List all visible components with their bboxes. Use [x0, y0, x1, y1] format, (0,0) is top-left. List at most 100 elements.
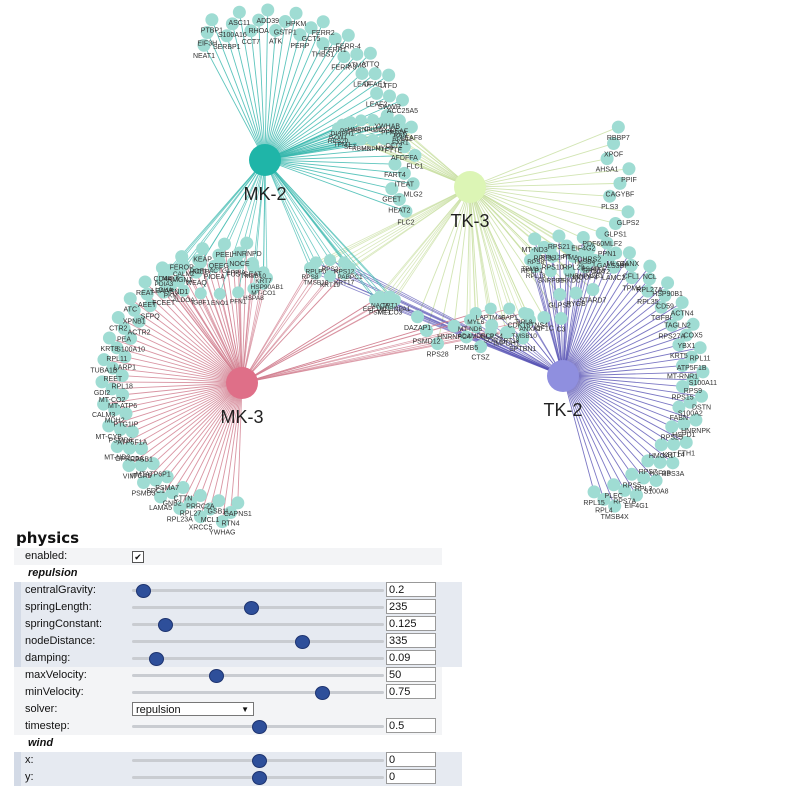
shared-gene-node[interactable]	[338, 256, 351, 269]
gene-node[interactable]	[125, 425, 139, 439]
shared-gene-node[interactable]	[378, 115, 391, 128]
gene-node[interactable]	[293, 28, 307, 42]
nodeDistance-slider[interactable]	[132, 635, 384, 649]
gene-node[interactable]	[328, 32, 342, 46]
gene-node[interactable]	[629, 488, 643, 502]
timestep-slider-thumb[interactable]	[252, 720, 267, 734]
shared-gene-node[interactable]	[355, 133, 368, 146]
shared-gene-node[interactable]	[232, 286, 245, 299]
springLength-slider-thumb[interactable]	[244, 601, 260, 615]
gene-node[interactable]	[607, 478, 621, 492]
gene-node[interactable]	[603, 189, 617, 203]
gene-node[interactable]	[355, 66, 369, 80]
gene-node[interactable]	[193, 489, 207, 503]
shared-gene-node[interactable]	[257, 266, 270, 279]
shared-gene-node[interactable]	[366, 133, 379, 146]
damping-slider-thumb[interactable]	[148, 652, 164, 666]
gene-node[interactable]	[637, 471, 651, 485]
shared-gene-node[interactable]	[374, 290, 386, 303]
gene-node[interactable]	[406, 177, 420, 191]
springConstant-value-input[interactable]: 0.125	[386, 616, 436, 631]
gene-node[interactable]	[672, 400, 686, 414]
gene-node[interactable]	[215, 515, 229, 529]
gene-node[interactable]	[110, 440, 124, 454]
gene-node[interactable]	[686, 317, 700, 331]
springLength-slider[interactable]	[132, 601, 384, 615]
nodeDistance-value-input[interactable]: 335	[386, 633, 436, 648]
timestep-slider[interactable]	[132, 720, 384, 734]
gene-node[interactable]	[183, 495, 197, 509]
gene-node[interactable]	[385, 182, 399, 196]
shared-gene-node[interactable]	[355, 114, 368, 127]
gene-node[interactable]	[388, 157, 402, 171]
gene-node[interactable]	[654, 300, 668, 314]
wind-x-slider[interactable]	[132, 754, 384, 768]
gene-node[interactable]	[118, 350, 132, 364]
gene-node[interactable]	[676, 379, 690, 393]
enabled-checkbox[interactable]: ✔	[132, 551, 144, 563]
shared-gene-node[interactable]	[177, 259, 190, 272]
gene-node[interactable]	[641, 284, 655, 298]
hub-node-mk3[interactable]	[226, 367, 258, 399]
maxVelocity-slider-thumb[interactable]	[209, 669, 225, 683]
maxVelocity-value-input[interactable]: 50	[386, 667, 436, 682]
gene-node[interactable]	[261, 3, 275, 17]
centralGravity-value-input[interactable]: 0.2	[386, 582, 436, 597]
gene-node[interactable]	[143, 299, 157, 313]
gene-node[interactable]	[132, 314, 146, 328]
gene-node[interactable]	[625, 271, 639, 285]
gene-node[interactable]	[108, 402, 122, 416]
shared-gene-node[interactable]	[484, 302, 497, 315]
springConstant-slider-thumb[interactable]	[157, 618, 173, 632]
gene-node[interactable]	[608, 216, 622, 230]
gene-node[interactable]	[683, 395, 697, 409]
damping-slider[interactable]	[132, 652, 384, 666]
gene-node[interactable]	[110, 341, 124, 355]
gene-node[interactable]	[146, 457, 160, 471]
timestep-value-input[interactable]: 0.5	[386, 718, 436, 733]
gene-node[interactable]	[289, 6, 303, 20]
gene-node[interactable]	[537, 311, 551, 325]
damping-value-input[interactable]: 0.09	[386, 650, 436, 665]
gene-node[interactable]	[397, 140, 411, 154]
gene-node[interactable]	[225, 17, 239, 31]
wind-x-slider-thumb[interactable]	[252, 754, 267, 768]
shared-gene-node[interactable]	[384, 290, 396, 303]
gene-node[interactable]	[420, 324, 434, 338]
wind-x-value-input[interactable]: 0	[386, 752, 436, 767]
gene-node[interactable]	[115, 369, 129, 383]
gene-node[interactable]	[176, 480, 190, 494]
gene-node[interactable]	[597, 492, 611, 506]
gene-node[interactable]	[625, 467, 639, 481]
gene-node[interactable]	[399, 204, 413, 218]
gene-node[interactable]	[196, 242, 210, 256]
gene-node[interactable]	[122, 441, 136, 455]
gene-node[interactable]	[672, 338, 686, 352]
gene-node[interactable]	[97, 397, 111, 411]
minVelocity-slider-thumb[interactable]	[315, 686, 330, 700]
gene-node[interactable]	[316, 15, 330, 29]
gene-node[interactable]	[586, 283, 600, 297]
gene-node[interactable]	[675, 296, 689, 310]
gene-node[interactable]	[608, 499, 622, 513]
gene-node[interactable]	[244, 24, 258, 38]
gene-node[interactable]	[119, 407, 133, 421]
shared-gene-node[interactable]	[518, 306, 531, 319]
shared-gene-node[interactable]	[194, 256, 207, 269]
shared-gene-node[interactable]	[324, 270, 336, 282]
shared-gene-node[interactable]	[563, 265, 576, 278]
solver-select[interactable]: repulsion ▼	[132, 702, 254, 716]
gene-node[interactable]	[212, 494, 226, 508]
gene-node[interactable]	[102, 419, 116, 433]
gene-node[interactable]	[649, 474, 663, 488]
gene-node[interactable]	[138, 275, 152, 289]
shared-gene-node[interactable]	[544, 242, 557, 255]
shared-gene-node[interactable]	[578, 246, 591, 259]
gene-node[interactable]	[653, 455, 667, 469]
gene-node[interactable]	[232, 5, 246, 19]
gene-node[interactable]	[341, 28, 355, 42]
gene-node[interactable]	[622, 162, 636, 176]
minVelocity-value-input[interactable]: 0.75	[386, 684, 436, 699]
shared-gene-node[interactable]	[469, 306, 482, 319]
gene-node[interactable]	[95, 375, 109, 389]
